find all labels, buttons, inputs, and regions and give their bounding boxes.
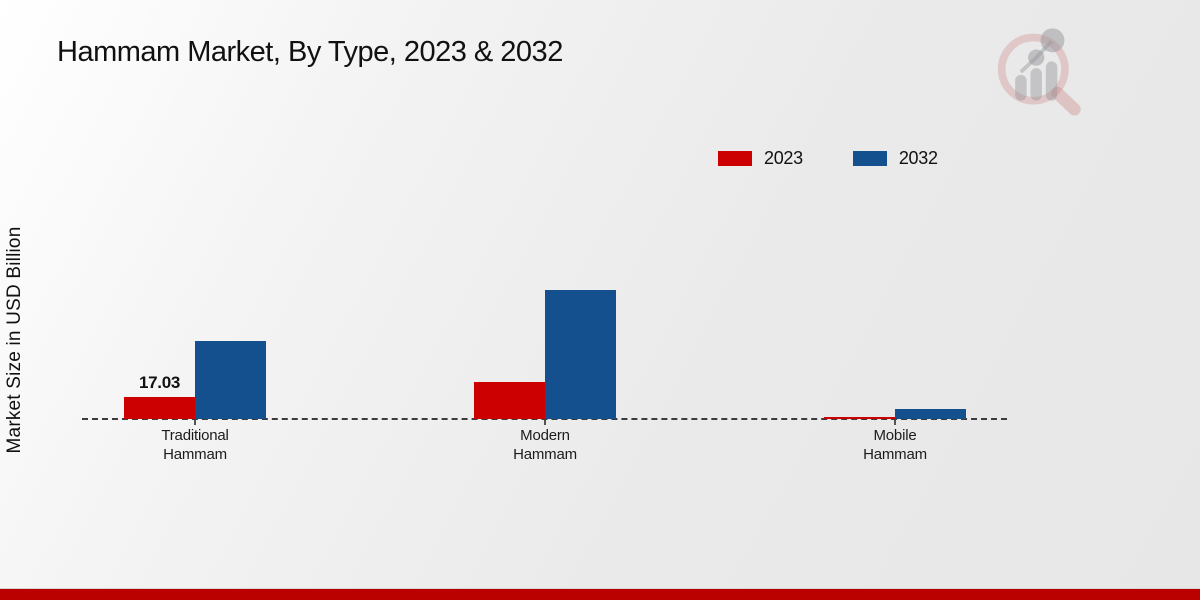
legend-item-2032[interactable]: 2032: [852, 148, 938, 169]
x-axis-tick: [544, 420, 546, 425]
x-axis-baseline: [82, 418, 1007, 420]
x-axis-tick: [194, 420, 196, 425]
bottom-red-band: [0, 588, 1200, 600]
legend-swatch-2032: [852, 151, 887, 166]
category-label-traditional-hammam: Traditional Hammam: [161, 427, 229, 463]
y-axis-label: Market Size in USD Billion: [4, 226, 25, 454]
bar-value-label: 17.03: [138, 373, 181, 392]
legend-label-2032: 2032: [898, 148, 938, 168]
bar-2023-mobile-hammam[interactable]: [824, 416, 895, 419]
x-axis-tick: [894, 420, 896, 425]
category-label-modern-hammam: Modern Hammam: [513, 427, 577, 463]
bar-2023-traditional-hammam[interactable]: [124, 397, 195, 419]
legend-label-2023: 2023: [764, 148, 803, 168]
bar-2032-mobile-hammam[interactable]: [895, 409, 966, 419]
bar-2032-modern-hammam[interactable]: [545, 290, 616, 419]
legend: 2023 2032: [718, 148, 938, 169]
category-label-mobile-hammam: Mobile Hammam: [863, 427, 927, 463]
magnifier-growth-chart-logo-icon: [993, 26, 1089, 121]
legend-swatch-2023: [718, 151, 752, 166]
legend-item-2023[interactable]: 2023: [718, 148, 803, 169]
bar-2032-traditional-hammam[interactable]: [195, 340, 266, 419]
chart-title: Hammam Market, By Type, 2023 & 2032: [57, 36, 563, 68]
bar-2023-modern-hammam[interactable]: [474, 382, 545, 419]
